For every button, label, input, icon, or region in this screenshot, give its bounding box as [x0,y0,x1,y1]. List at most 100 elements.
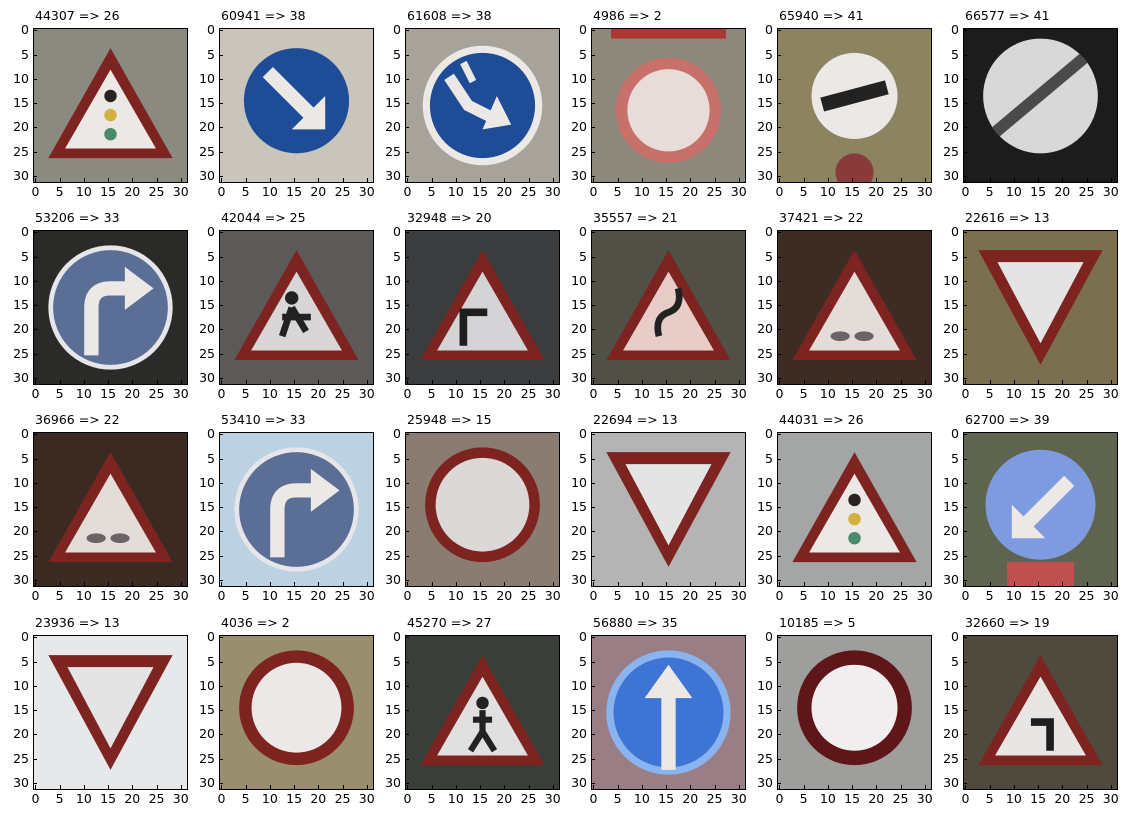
y-tick-mark [219,783,223,784]
x-tick-label: 15 [286,588,303,603]
x-tick-label: 10 [261,386,278,401]
y-tick-label: 15 [199,702,215,718]
y-tick-label: 10 [199,677,215,693]
x-tick-label: 25 [706,588,723,603]
y-tick-mark [405,783,409,784]
y-tick-label: 15 [757,702,773,718]
x-tick-mark [965,785,966,789]
y-tick-label: 0 [21,224,29,240]
y-tick-mark [33,783,37,784]
x-tick-mark [1111,785,1112,789]
y-tick-mark [405,637,409,638]
y-tick-label: 15 [571,499,587,515]
x-tick-label: 25 [520,386,537,401]
x-tick-label: 20 [496,184,513,199]
y-tick-label: 5 [393,450,401,466]
y-tick-mark [777,176,781,177]
x-tick-label: 30 [544,184,561,199]
x-tick-label: 20 [310,588,327,603]
y-tick-label: 30 [943,167,959,183]
y-tick-mark [33,152,37,153]
x-tick-label: 0 [217,386,226,401]
y-tick-label: 15 [13,95,29,111]
y-tick-mark [777,55,781,56]
y-tick-label: 5 [21,653,29,669]
x-tick-label: 0 [217,588,226,603]
y-tick-mark [777,127,781,128]
sign-image [405,635,560,790]
y-tick-label: 15 [571,702,587,718]
x-tick-mark [990,380,991,384]
x-tick-mark [1038,785,1039,789]
x-tick-label: 30 [172,588,189,603]
x-tick-mark [965,380,966,384]
y-tick-label: 30 [571,369,587,385]
x-tick-mark [804,785,805,789]
x-tick-label: 30 [730,386,747,401]
panel-title: 25948 => 15 [407,412,492,427]
y-tick-mark [405,354,409,355]
x-tick-label: 30 [358,588,375,603]
y-tick-label: 10 [757,677,773,693]
y-tick-mark [219,305,223,306]
x-tick-mark [618,582,619,586]
y-tick-mark [219,459,223,460]
y-tick-mark [777,662,781,663]
y-tick-label: 5 [765,450,773,466]
y-tick-label: 25 [571,547,587,563]
y-tick-mark [219,378,223,379]
x-tick-mark [1087,178,1088,182]
x-tick-label: 5 [241,386,250,401]
y-tick-label: 5 [951,46,959,62]
y-tick-mark [591,103,595,104]
sign-image [219,635,374,790]
sign-image [591,230,746,385]
y-tick-label: 30 [385,369,401,385]
y-tick-mark [405,281,409,282]
y-tick-mark [405,305,409,306]
y-tick-mark [963,79,967,80]
x-tick-label: 25 [148,791,165,806]
yield-sign-icon [592,433,745,586]
x-tick-mark [270,582,271,586]
y-tick-mark [33,103,37,104]
y-tick-mark [963,103,967,104]
x-tick-label: 5 [985,588,994,603]
x-tick-mark [432,582,433,586]
y-tick-mark [405,483,409,484]
x-tick-label: 0 [589,184,598,199]
y-tick-mark [219,507,223,508]
x-tick-label: 5 [241,791,250,806]
y-tick-label: 15 [385,297,401,313]
x-tick-label: 15 [658,386,675,401]
y-tick-label: 0 [579,224,587,240]
x-tick-label: 0 [31,184,40,199]
y-tick-mark [963,662,967,663]
y-tick-mark [405,686,409,687]
y-tick-label: 30 [757,167,773,183]
y-tick-label: 10 [571,474,587,490]
y-tick-label: 0 [951,224,959,240]
x-tick-mark [480,380,481,384]
x-tick-label: 15 [844,184,861,199]
x-tick-mark [852,380,853,384]
x-tick-mark [828,785,829,789]
y-tick-label: 20 [13,119,29,135]
speed-limit-50-sign-icon [220,636,373,789]
x-tick-mark [715,582,716,586]
x-tick-mark [642,785,643,789]
y-tick-mark [963,686,967,687]
y-tick-label: 30 [757,571,773,587]
x-tick-label: 10 [819,386,836,401]
x-tick-label: 25 [892,184,909,199]
yield-sign-icon [964,231,1117,384]
y-tick-label: 0 [765,629,773,645]
y-tick-mark [591,556,595,557]
y-tick-label: 30 [757,774,773,790]
y-tick-mark [963,637,967,638]
y-tick-label: 15 [199,499,215,515]
y-tick-label: 20 [757,523,773,539]
x-tick-label: 30 [1102,588,1119,603]
y-tick-label: 5 [951,653,959,669]
y-tick-mark [591,783,595,784]
